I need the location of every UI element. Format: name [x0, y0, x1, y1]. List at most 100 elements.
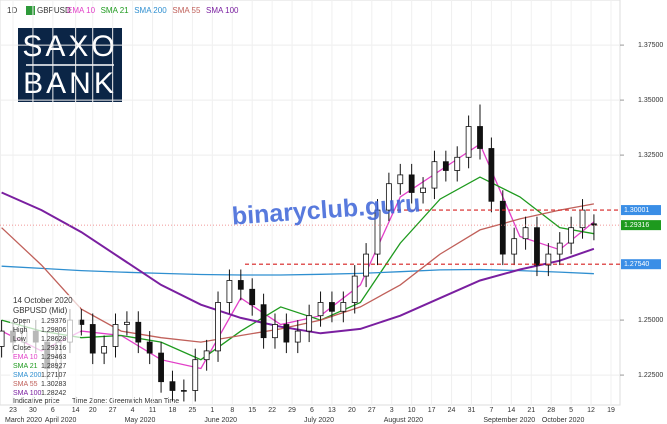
fx-icon [26, 6, 35, 15]
x-tick-label: 13 [328, 407, 336, 414]
logo-text: SAXO [22, 30, 117, 63]
month-label: August 2020 [384, 417, 423, 424]
x-tick-label: 19 [607, 407, 615, 414]
logo: SAXO BANK [18, 28, 122, 102]
readout-label: EMA 10 [13, 354, 38, 361]
interval[interactable]: 1D [7, 6, 17, 15]
readout-label: Open [13, 318, 30, 325]
x-tick-label: 27 [109, 407, 117, 414]
readout-value: 1.29316 [41, 345, 66, 352]
candle-body [363, 253, 370, 277]
last-price-box [621, 220, 661, 231]
month-label: July 2020 [304, 417, 334, 424]
ma-line [1, 176, 595, 361]
candle-body [465, 126, 472, 158]
candle-body [180, 390, 187, 392]
header-legend: SMA 55 [172, 6, 201, 15]
candle-body [340, 302, 347, 312]
readout-date: 14 October 2020 [13, 296, 73, 305]
candle-body [397, 174, 404, 185]
x-tick-label: 23 [9, 407, 17, 414]
candle-body [158, 352, 164, 383]
level-box [621, 205, 661, 216]
footer-text: Time Zone: Greenwich Mean Time [72, 398, 179, 405]
candle-body [556, 242, 563, 255]
month-label: October 2020 [542, 417, 585, 424]
readout-bg [10, 295, 80, 396]
ma-line [1, 191, 595, 335]
header-legend: SMA 200 [134, 6, 167, 15]
candle-body [522, 227, 529, 240]
candle-body [146, 341, 153, 354]
candle-body [112, 324, 119, 347]
readout-label: SMA 200 [13, 372, 42, 379]
level-box [621, 259, 661, 270]
header-legend: SMA 100 [206, 6, 239, 15]
x-tick-label: 10 [408, 407, 416, 414]
readout-label: SMA 100 [13, 390, 42, 397]
candle-body [237, 280, 244, 290]
candle-body [294, 330, 301, 343]
candle-body [0, 330, 5, 347]
candle-body [89, 324, 96, 354]
x-tick-label: 22 [268, 407, 276, 414]
x-tick-label: 7 [489, 407, 493, 414]
candle-body [545, 253, 552, 266]
candle-body [488, 148, 495, 202]
candle-body [534, 227, 540, 266]
candle-body [442, 161, 449, 171]
y-tick-label: 1.35000 [638, 97, 663, 104]
level-label: 1.30001 [624, 207, 649, 214]
candle-body [408, 174, 415, 193]
x-tick-label: 18 [169, 407, 177, 414]
candle-body [477, 126, 483, 149]
readout-value: 1.30283 [41, 381, 66, 388]
y-tick-label: 1.32500 [638, 152, 663, 159]
month-label: April 2020 [45, 417, 77, 424]
candle-body [135, 321, 142, 343]
candle-body [568, 227, 575, 244]
x-tick-label: 29 [288, 407, 296, 414]
candle-body [431, 161, 438, 189]
x-tick-label: 24 [448, 407, 456, 414]
readout-value: 1.28242 [41, 390, 66, 397]
y-tick-label: 1.25000 [638, 317, 663, 324]
level-label: 1.27540 [624, 261, 649, 268]
x-tick-label: 11 [149, 407, 156, 414]
footer-text: Indicative price [13, 398, 60, 405]
candle-body [420, 187, 426, 193]
x-tick-label: 15 [248, 407, 256, 414]
readout-value: 1.27107 [41, 372, 66, 379]
candle-body [124, 321, 130, 325]
readout-label: Close [13, 345, 31, 352]
readout-value: 1.29806 [41, 327, 66, 334]
x-tick-label: 27 [368, 407, 376, 414]
symbol: GBPUSD [37, 6, 71, 15]
header-legend: SMA 21 [101, 6, 130, 15]
x-tick-label: 6 [51, 407, 55, 414]
candle-body [306, 315, 313, 332]
candle-body [215, 302, 221, 352]
ma-line [1, 265, 594, 276]
month-label: June 2020 [204, 417, 237, 424]
candle-body [260, 304, 267, 339]
x-tick-label: 25 [189, 407, 197, 414]
candle-body [203, 350, 210, 361]
readout-value: 1.28628 [41, 336, 66, 343]
x-tick-label: 14 [507, 407, 515, 414]
candle-body [169, 381, 176, 391]
last-price-label: 1.29316 [624, 222, 649, 229]
candle-body [351, 275, 358, 303]
x-tick-label: 17 [428, 407, 436, 414]
x-tick-label: 30 [29, 407, 37, 414]
readout-value: 1.29463 [41, 354, 66, 361]
x-tick-label: 28 [547, 407, 555, 414]
candle-body [272, 324, 278, 339]
x-tick-label: 20 [89, 407, 97, 414]
x-tick-label: 5 [569, 407, 573, 414]
y-tick-label: 1.22500 [638, 372, 663, 379]
candle-body [101, 346, 108, 354]
x-tick-label: 4 [131, 407, 135, 414]
